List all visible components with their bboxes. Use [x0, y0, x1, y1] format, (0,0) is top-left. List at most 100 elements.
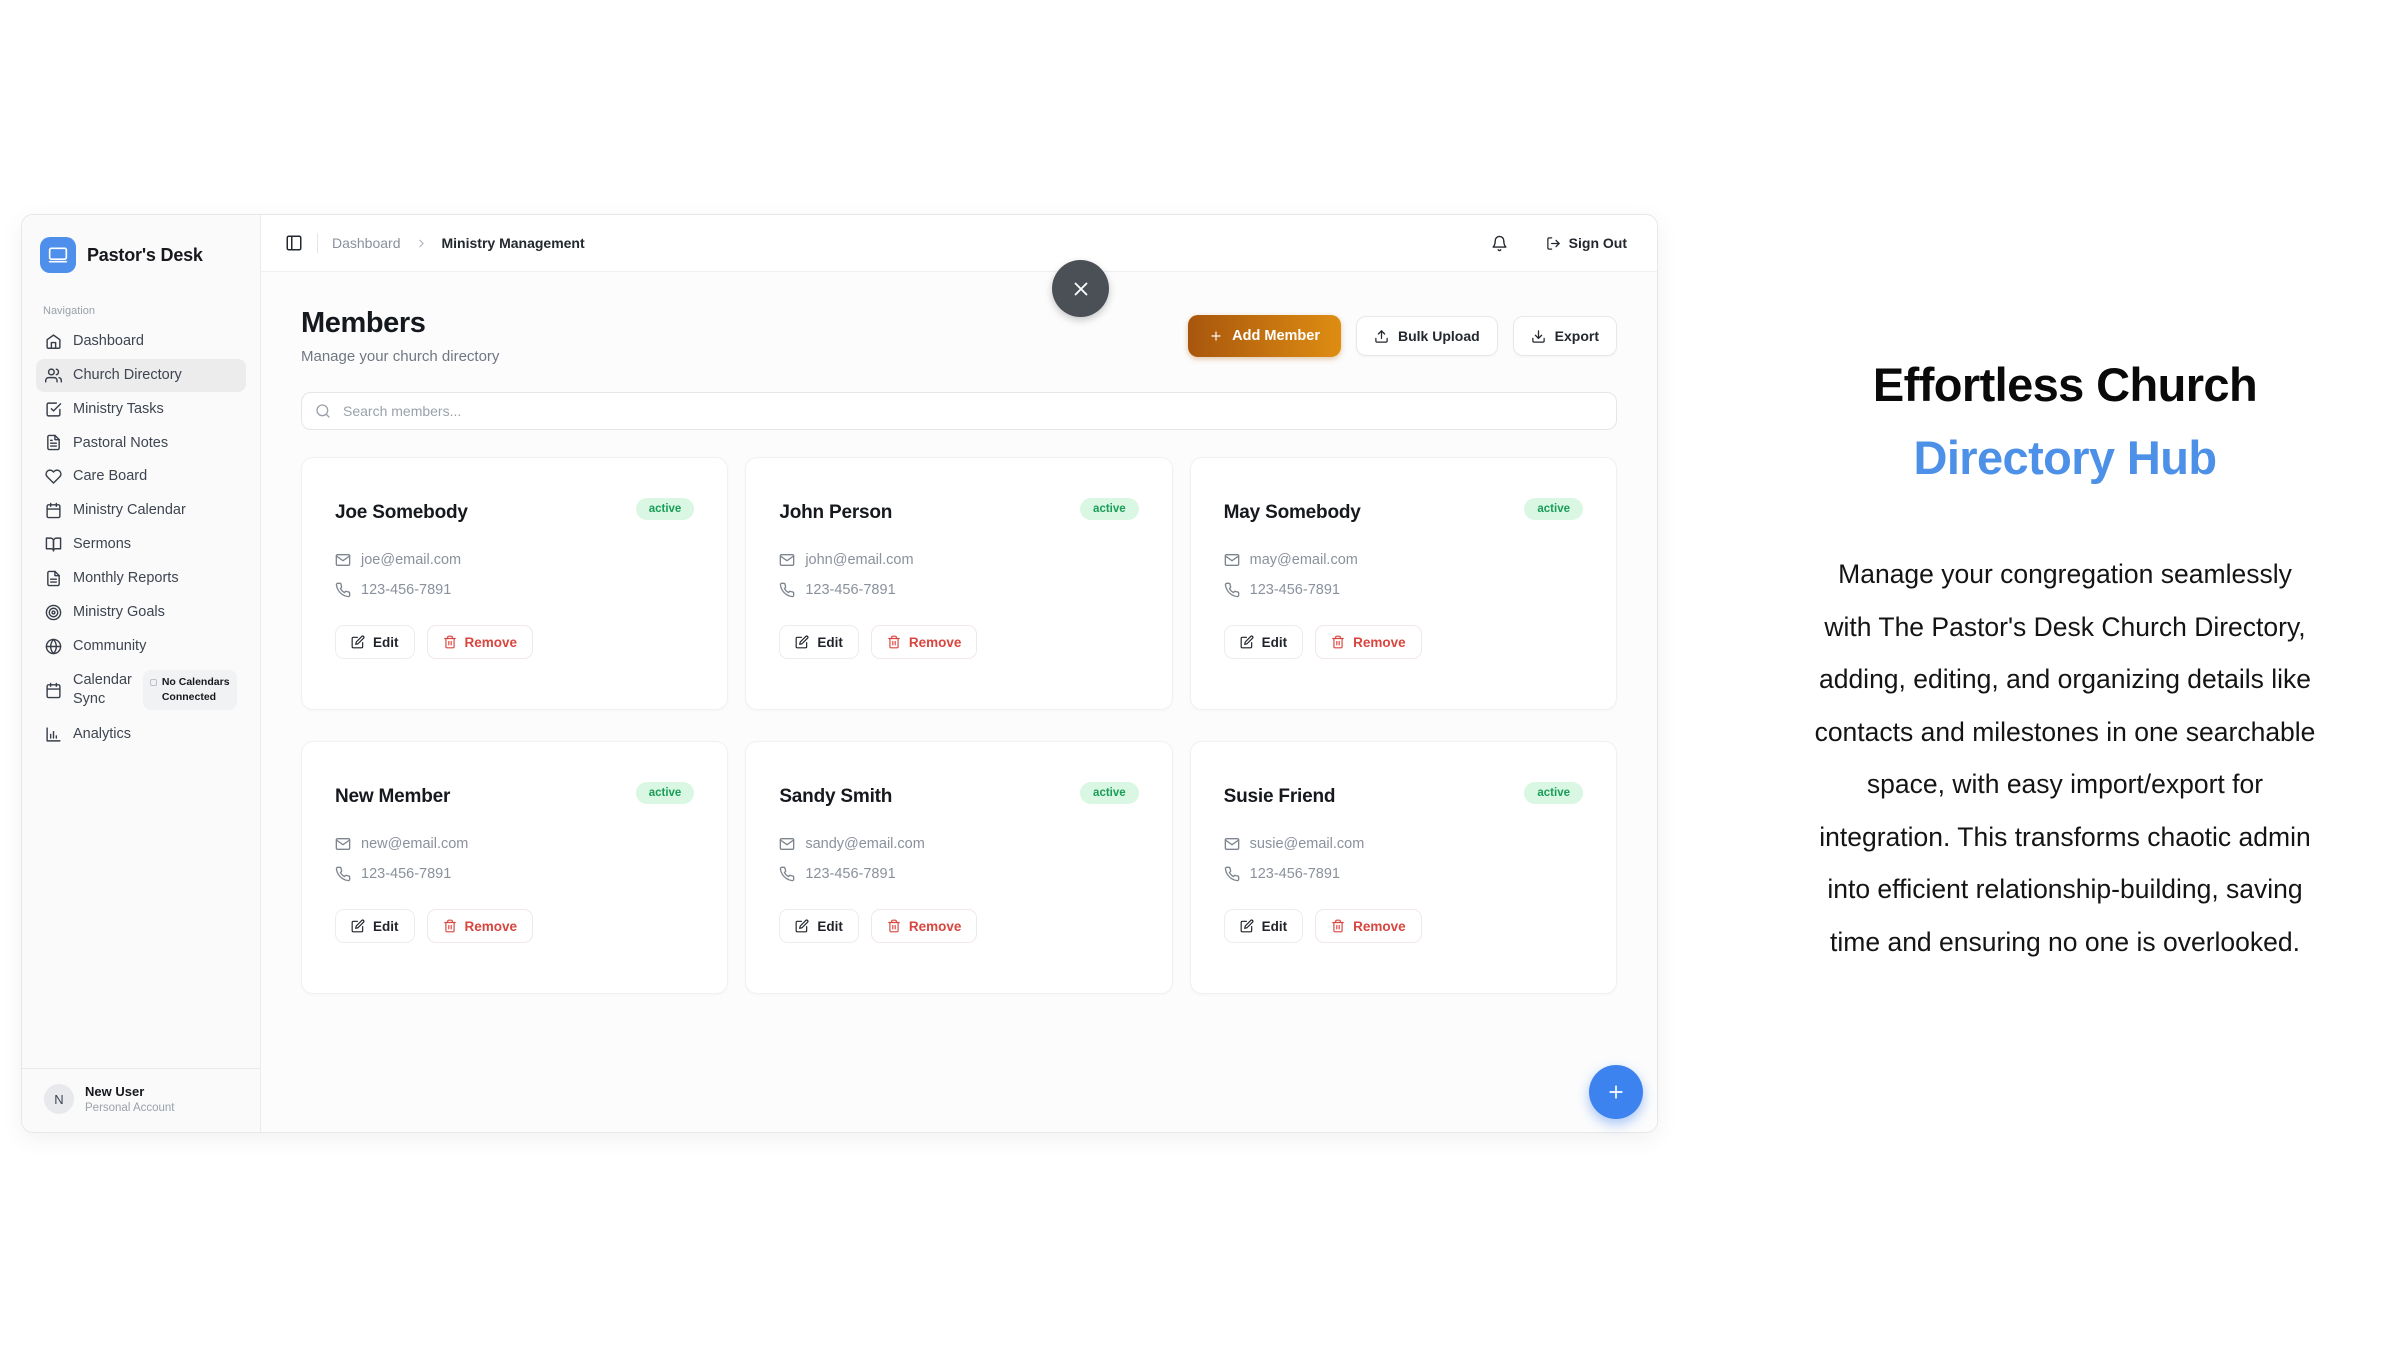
user-account-type: Personal Account — [85, 1102, 175, 1114]
edit-button[interactable]: Edit — [779, 909, 859, 943]
member-phone: 123-456-7891 — [805, 866, 896, 882]
sidebar-item-analytics[interactable]: Analytics — [36, 718, 246, 751]
members-page: Members Manage your church directory Add… — [261, 272, 1657, 1132]
trash-icon — [1331, 635, 1345, 649]
edit-icon — [1240, 635, 1254, 649]
sidebar-item-pastoral-notes[interactable]: Pastoral Notes — [36, 427, 246, 460]
member-card: John Person active john@email.com 123-45… — [745, 457, 1173, 710]
target-icon — [45, 604, 62, 621]
phone-icon — [335, 582, 351, 598]
sidebar-item-label: Care Board — [73, 468, 148, 485]
edit-icon — [795, 919, 809, 933]
promo-panel: Effortless Church Directory Hub Manage y… — [1700, 348, 2400, 995]
search-icon — [315, 403, 331, 419]
sidebar-item-label: Calendar Sync — [73, 672, 132, 708]
status-badge: active — [1524, 782, 1583, 804]
avatar: N — [44, 1084, 74, 1114]
book-icon — [45, 536, 62, 553]
bell-icon[interactable] — [1491, 235, 1508, 252]
sidebar-item-ministry-tasks[interactable]: Ministry Tasks — [36, 393, 246, 426]
close-icon — [1070, 278, 1092, 300]
sidebar-item-label: Dashboard — [73, 333, 144, 349]
search-input[interactable] — [341, 402, 1603, 420]
member-email: susie@email.com — [1249, 836, 1365, 852]
member-phone: 123-456-7891 — [361, 866, 452, 882]
sidebar-toggle-icon[interactable] — [285, 234, 303, 252]
edit-button[interactable]: Edit — [335, 625, 415, 659]
nav-section-label: Navigation — [43, 305, 95, 317]
member-phone: 123-456-7891 — [1249, 582, 1340, 598]
remove-button[interactable]: Remove — [426, 909, 534, 943]
sidebar-item-calendar-sync[interactable]: Calendar Sync No Calendars Connected — [36, 663, 246, 716]
edit-button[interactable]: Edit — [779, 625, 859, 659]
member-email: joe@email.com — [361, 552, 462, 568]
sidebar-item-label: Ministry Goals — [73, 603, 165, 620]
edit-button[interactable]: Edit — [1223, 625, 1304, 659]
members-grid: Joe Somebody active joe@email.com 123-45… — [301, 457, 1617, 994]
sidebar-item-sermons[interactable]: Sermons — [36, 528, 246, 561]
status-badge: active — [1080, 782, 1139, 804]
mail-icon — [1224, 836, 1240, 852]
sidebar-item-care-board[interactable]: Care Board — [36, 460, 246, 493]
edit-icon — [1240, 919, 1254, 933]
breadcrumb-dashboard[interactable]: Dashboard — [332, 235, 401, 251]
status-badge: active — [635, 782, 695, 804]
globe-icon — [45, 638, 62, 655]
home-icon — [45, 333, 62, 350]
remove-button[interactable]: Remove — [870, 625, 978, 659]
plus-icon — [1606, 1082, 1626, 1102]
member-card: Sandy Smith active sandy@email.com 123-4… — [745, 741, 1173, 994]
sidebar-nav: Dashboard Church Directory Ministry Task… — [36, 325, 246, 751]
remove-button[interactable]: Remove — [870, 909, 978, 943]
sidebar-item-ministry-calendar[interactable]: Ministry Calendar — [36, 494, 246, 527]
bulk-upload-button[interactable]: Bulk Upload — [1355, 316, 1498, 356]
sign-out-button[interactable]: Sign Out — [1540, 234, 1633, 252]
topbar-divider — [317, 233, 318, 253]
phone-icon — [335, 866, 351, 882]
checklist-icon — [45, 401, 62, 418]
sidebar-item-label: Analytics — [73, 725, 132, 742]
sidebar-item-label: Church Directory — [73, 366, 182, 383]
edit-button[interactable]: Edit — [1223, 909, 1304, 943]
remove-button[interactable]: Remove — [1315, 909, 1422, 943]
edit-icon — [795, 635, 809, 649]
trash-icon — [887, 635, 901, 649]
add-member-button[interactable]: Add Member — [1188, 315, 1341, 357]
upload-icon — [1374, 329, 1389, 344]
floating-add-button[interactable] — [1589, 1065, 1643, 1119]
breadcrumb-current: Ministry Management — [441, 235, 585, 251]
close-button[interactable] — [1052, 260, 1109, 317]
member-name: New Member — [335, 786, 451, 807]
member-phone: 123-456-7891 — [1249, 866, 1340, 882]
status-badge: active — [635, 498, 695, 520]
member-name: Susie Friend — [1223, 786, 1336, 807]
member-email: sandy@email.com — [805, 836, 925, 852]
member-card: May Somebody active may@email.com 123-45… — [1189, 457, 1617, 710]
sidebar-item-dashboard[interactable]: Dashboard — [36, 325, 246, 358]
mail-icon — [1224, 552, 1240, 568]
sidebar-item-monthly-reports[interactable]: Monthly Reports — [36, 562, 246, 595]
sidebar-item-church-directory[interactable]: Church Directory — [36, 358, 246, 392]
member-phone: 123-456-7891 — [361, 582, 452, 598]
brand-name: Pastor's Desk — [87, 244, 203, 265]
sidebar-item-community[interactable]: Community — [36, 630, 246, 663]
remove-button[interactable]: Remove — [426, 625, 534, 659]
sidebar-user[interactable]: N New User Personal Account — [22, 1068, 260, 1132]
member-name: John Person — [779, 502, 893, 523]
heart-icon — [45, 468, 62, 485]
badge-dot-icon — [149, 679, 157, 687]
member-email: john@email.com — [805, 552, 914, 568]
trash-icon — [443, 919, 457, 933]
edit-icon — [351, 919, 365, 933]
sidebar-item-label: Community — [73, 637, 147, 654]
sidebar-item-ministry-goals[interactable]: Ministry Goals — [36, 596, 246, 629]
users-icon — [45, 367, 62, 384]
sidebar-item-label: Pastoral Notes — [73, 434, 169, 451]
remove-button[interactable]: Remove — [1315, 625, 1422, 659]
export-button[interactable]: Export — [1512, 316, 1617, 356]
phone-icon — [1224, 582, 1240, 598]
member-card: New Member active new@email.com 123-456-… — [301, 741, 729, 994]
main-panel: Dashboard Ministry Management Sign Out M… — [261, 215, 1657, 1132]
trash-icon — [443, 635, 457, 649]
edit-button[interactable]: Edit — [335, 909, 415, 943]
